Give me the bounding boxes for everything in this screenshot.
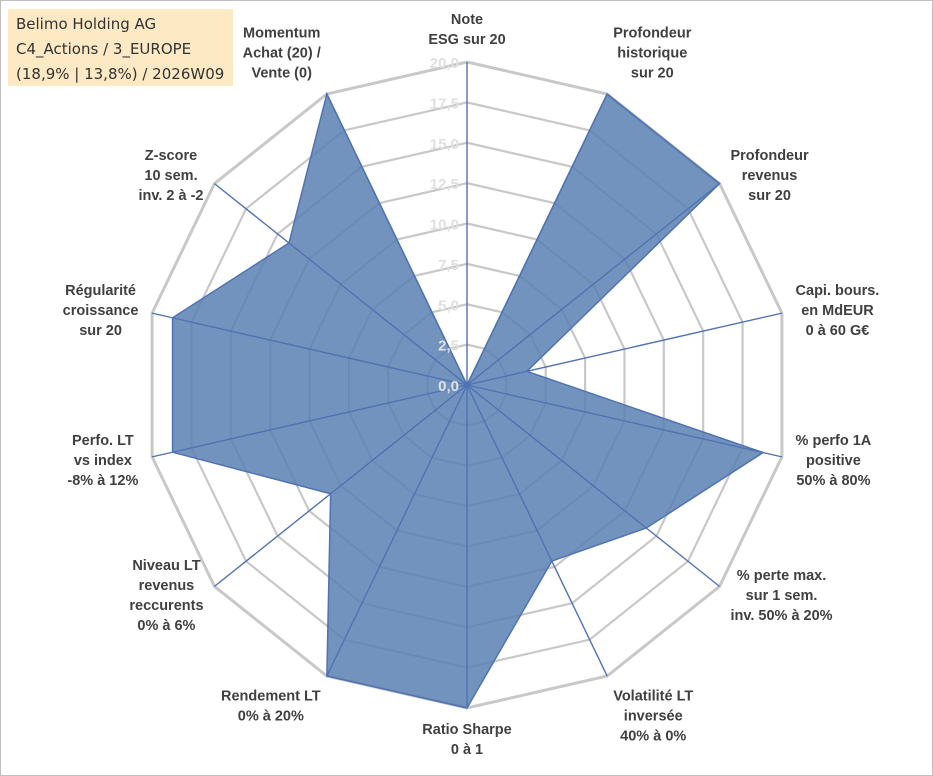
axis-label-line: reccurents [129, 598, 203, 614]
axis-label-line: Vente (0) [251, 65, 312, 81]
tick-label: 17,5 [430, 95, 459, 112]
spoke-line [326, 93, 468, 386]
axis-label: Z-score 10 sem. inv. 2 à -2 [139, 148, 204, 204]
tick-label: 20,0 [430, 55, 459, 72]
axis-label: Niveau LT revenus reccurents 0% à 6% [129, 558, 203, 634]
axis-label-line: sur 20 [79, 323, 122, 339]
axis-label: Note ESG sur 20 [428, 12, 505, 48]
axis-label-line: Momentum [243, 25, 320, 41]
axis-label-line: Achat (20) / [243, 45, 321, 61]
axis-label-line: sur 20 [631, 65, 674, 81]
axis-label-line: inversée [624, 709, 683, 725]
axis-label-line: 0 à 1 [451, 742, 483, 758]
axis-label-line: Niveau LT [132, 558, 200, 574]
spoke-line [466, 312, 783, 386]
axis-label-line: -8% à 12% [67, 473, 138, 489]
axis-label-line: Perfo. LT [72, 433, 134, 449]
axis-label-line: 10 sem. [144, 168, 197, 184]
axis-label-line: inv. 2 à -2 [139, 188, 204, 204]
axis-label-line: Profondeur [613, 25, 691, 41]
spoke-line [466, 384, 608, 677]
axis-label-line: 0% à 6% [137, 618, 195, 634]
axis-label: Profondeur revenus sur 20 [730, 148, 808, 204]
spoke-line [466, 384, 720, 587]
tick-label: 0,0 [438, 378, 459, 395]
axis-label-line: Rendement LT [221, 689, 321, 705]
axis-label-line: Ratio Sharpe [422, 722, 511, 738]
series-area [171, 91, 765, 709]
axis-label-line: en MdEUR [801, 303, 874, 319]
axis-label-line: Profondeur [730, 148, 808, 164]
axis-label: Rendement LT 0% à 20% [221, 689, 321, 725]
spoke-line [151, 312, 468, 386]
axis-label-line: positive [806, 453, 861, 469]
spoke-line [214, 384, 468, 587]
radar-series [151, 62, 783, 709]
axis-label-line: ESG sur 20 [428, 32, 505, 48]
axis-label-line: sur 20 [748, 188, 791, 204]
axis-label: Volatilité LT inversée 40% à 0% [613, 689, 693, 745]
tick-label: 15,0 [430, 136, 459, 153]
axis-label: % perfo 1A positive 50% à 80% [796, 433, 872, 489]
axis-label-line: 40% à 0% [620, 729, 686, 745]
axis-label-line: vs index [74, 453, 132, 469]
axis-label-line: 50% à 80% [796, 473, 870, 489]
spoke-line [466, 384, 783, 458]
spoke-line [466, 183, 720, 386]
axis-label-line: Volatilité LT [613, 689, 693, 705]
radial-tick-labels: 0,0 2,5 5,0 7,5 10,0 12,5 15,0 17,5 20,0 [430, 55, 459, 395]
axis-label-line: Capi. bours. [796, 283, 880, 299]
spoke-line [151, 384, 468, 458]
tick-label: 10,0 [430, 217, 459, 234]
axis-label-line: Régularité [65, 283, 136, 299]
axis-label-line: historique [617, 45, 687, 61]
axis-label-line: 0 à 60 G€ [806, 323, 870, 339]
axis-label: Momentum Achat (20) / Vente (0) [243, 25, 321, 81]
axis-label: Capi. bours. en MdEUR 0 à 60 G€ [796, 283, 880, 339]
performance-week: (18,9% | 13,8%) / 2026W09 [16, 65, 225, 83]
axis-label-line: croissance [63, 303, 139, 319]
axis-label-line: revenus [139, 578, 195, 594]
axis-label: Profondeur historique sur 20 [613, 25, 691, 81]
axis-label-line: sur 1 sem. [746, 588, 818, 604]
axis-label: Régularité croissance sur 20 [63, 283, 139, 339]
axis-label-line: Z-score [145, 148, 197, 164]
axis-label-line: % perte max. [737, 568, 826, 584]
axis-labels: Note ESG sur 20 Profondeur historique sur 20… [63, 12, 880, 758]
company-name: Belimo Holding AG [16, 15, 157, 33]
spoke-line [466, 93, 608, 386]
portfolio-category: C4_Actions / 3_EUROPE [16, 40, 192, 58]
tick-label: 2,5 [438, 338, 459, 355]
tick-label: 5,0 [438, 297, 459, 314]
tick-label: 7,5 [438, 257, 459, 274]
axis-label-line: % perfo 1A [796, 433, 872, 449]
title-box: Belimo Holding AG C4_Actions / 3_EUROPE … [8, 9, 233, 86]
axis-label-line: revenus [742, 168, 798, 184]
spoke-line [214, 183, 468, 386]
tick-label: 12,5 [430, 176, 459, 193]
axis-label: Perfo. LT vs index -8% à 12% [67, 433, 138, 489]
axis-label-line: Note [451, 12, 483, 28]
axis-label-line: inv. 50% à 20% [730, 608, 832, 624]
spoke-line [326, 384, 468, 677]
axis-label-line: 0% à 20% [238, 709, 304, 725]
axis-label: Ratio Sharpe 0 à 1 [422, 722, 511, 758]
axis-label: % perte max. sur 1 sem. inv. 50% à 20% [730, 568, 832, 624]
